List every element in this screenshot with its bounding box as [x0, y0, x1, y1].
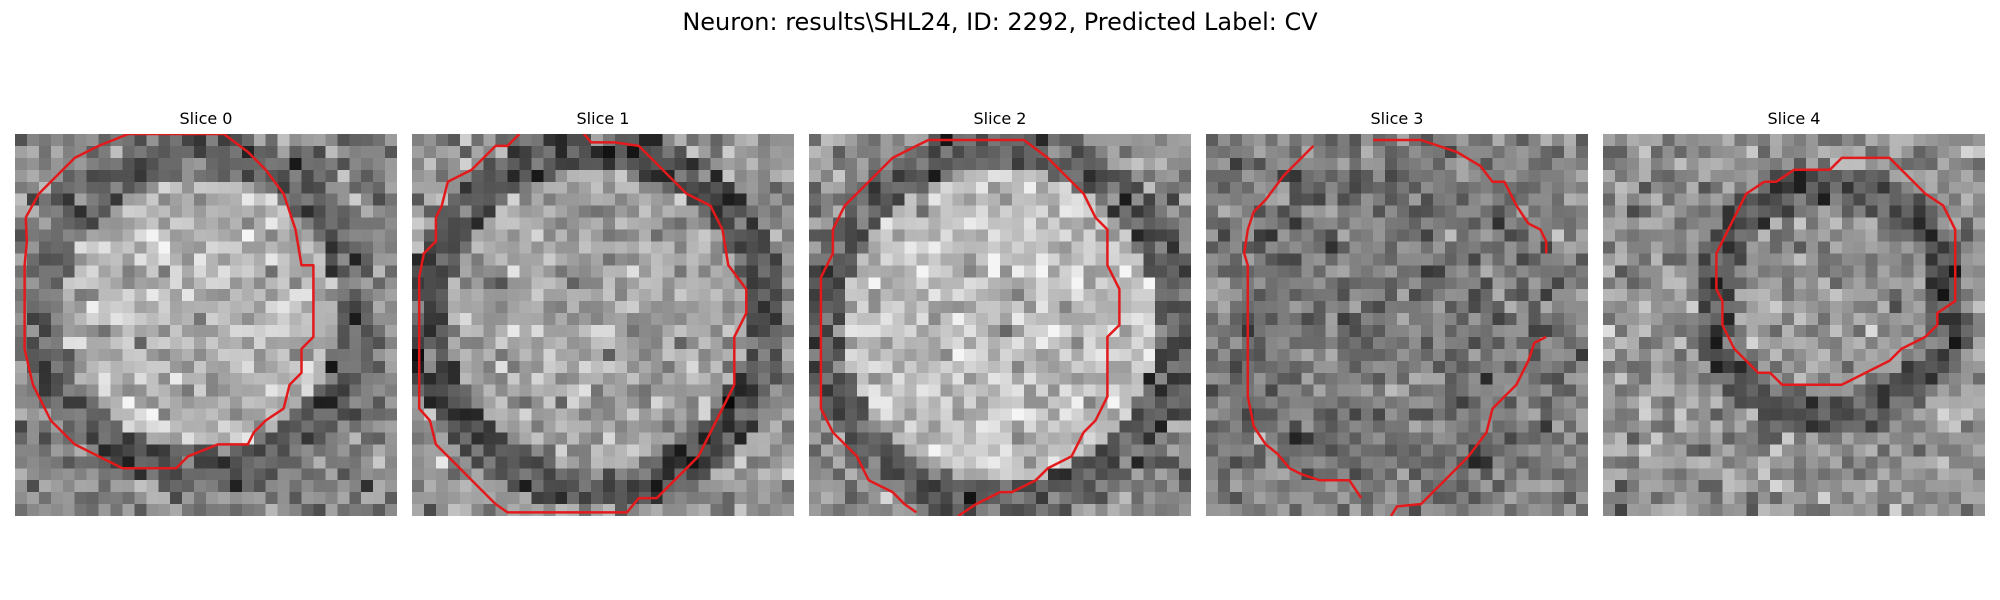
contour-line-2-0	[819, 138, 1121, 516]
slice-title-3: Slice 3	[1370, 109, 1424, 128]
slice-image-0	[15, 134, 397, 516]
slice-title-1: Slice 1	[576, 109, 630, 128]
slice-panel-2: Slice 2	[809, 108, 1191, 516]
contour-line-0-0	[23, 134, 315, 470]
contour-overlay-3	[1242, 138, 1548, 516]
contour-overlay-2	[819, 138, 1121, 516]
contour-line-3-0	[1373, 138, 1548, 254]
slice-image-3	[1206, 134, 1588, 516]
contour-overlay-1	[417, 134, 748, 514]
slice-panel-3: Slice 3	[1206, 108, 1588, 516]
contour-overlay-4	[1715, 156, 1957, 386]
slice-image-4	[1603, 134, 1985, 516]
slice-panel-0: Slice 0	[15, 108, 397, 516]
microscopy-slice-0	[15, 134, 397, 516]
slice-title-4: Slice 4	[1767, 109, 1821, 128]
contour-line-4-0	[1715, 156, 1957, 386]
contour-line-3-2	[1242, 145, 1363, 499]
microscopy-slice-2	[809, 134, 1191, 516]
contour-line-3-1	[1389, 335, 1547, 516]
microscopy-slice-4	[1603, 134, 1985, 516]
contour-line-1-0	[417, 134, 748, 514]
microscopy-slice-3	[1206, 134, 1588, 516]
slice-image-2	[809, 134, 1191, 516]
slice-title-2: Slice 2	[973, 109, 1027, 128]
slice-panel-4: Slice 4	[1603, 108, 1985, 516]
contour-overlay-0	[23, 134, 315, 470]
slice-image-1	[412, 134, 794, 516]
microscopy-slice-1	[412, 134, 794, 516]
slice-title-0: Slice 0	[179, 109, 233, 128]
figure-title: Neuron: results\SHL24, ID: 2292, Predict…	[682, 8, 1318, 36]
slice-panel-1: Slice 1	[412, 108, 794, 516]
